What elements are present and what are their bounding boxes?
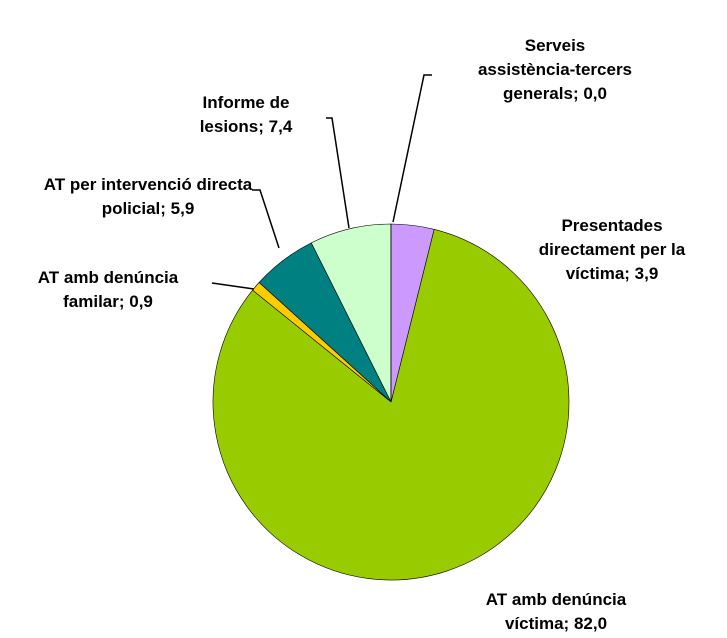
category-label: AT per intervenció directa policial — [43, 175, 253, 218]
data-label: Presentades directament per la víctima; … — [525, 214, 700, 286]
leader-line — [211, 282, 255, 290]
category-label: Informe de lesions — [199, 93, 290, 136]
leader-line — [392, 74, 432, 223]
category-label: AT amb denúncia víctima — [485, 590, 627, 633]
data-label: AT amb denúncia víctima; 82,0 — [461, 588, 651, 636]
category-label: AT amb denúncia familar — [37, 268, 179, 311]
data-label: AT per intervenció directa policial; 5,9 — [33, 173, 263, 221]
label-separator: ; — [563, 614, 574, 633]
label-separator: ; — [624, 264, 635, 283]
label-separator: ; — [572, 84, 584, 103]
data-label: Informe de lesions; 7,4 — [176, 91, 316, 139]
value-label: 82,0 — [573, 614, 608, 633]
label-separator: ; — [258, 117, 269, 136]
category-label: Presentades directament per la víctima — [538, 216, 686, 283]
leader-line — [252, 189, 280, 249]
value-label: 0,9 — [129, 292, 153, 311]
pie-slice — [212, 228, 570, 581]
label-separator: ; — [118, 292, 130, 311]
leader-line — [326, 117, 350, 229]
data-label: AT amb denúncia familar; 0,9 — [8, 266, 208, 314]
value-label: 7,4 — [268, 117, 293, 136]
value-label: 5,9 — [170, 199, 195, 218]
value-label: 0,0 — [583, 84, 607, 103]
data-label: Serveis assistència-tercers generals; 0,… — [475, 34, 635, 106]
value-label: 3,9 — [634, 264, 659, 283]
category-label: Serveis assistència-tercers generals — [477, 36, 633, 103]
label-separator: ; — [160, 199, 171, 218]
